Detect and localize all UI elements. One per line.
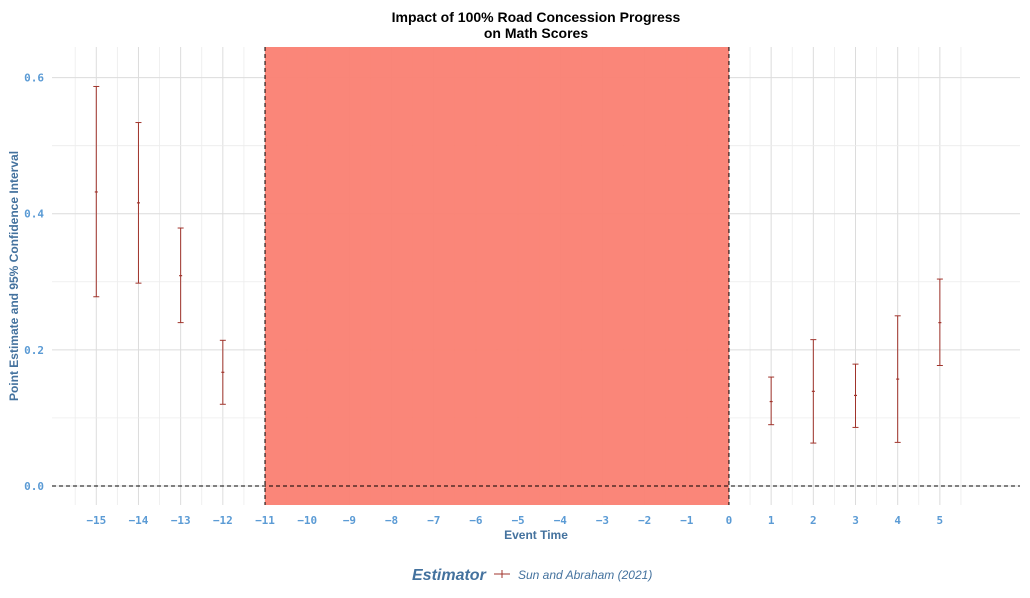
x-tick-label: −7 bbox=[427, 514, 440, 527]
legend: Estimator Sun and Abraham (2021) bbox=[412, 567, 652, 584]
x-tick-label: −15 bbox=[86, 514, 106, 527]
error-bar bbox=[936, 278, 943, 366]
x-tick-label: −13 bbox=[171, 514, 191, 527]
error-bar bbox=[768, 376, 775, 426]
x-tick-label: −5 bbox=[511, 514, 524, 527]
legend-key bbox=[494, 570, 510, 578]
x-axis-label: Event Time bbox=[504, 528, 568, 542]
x-tick-label: −1 bbox=[680, 514, 694, 527]
y-tick-label: 0.0 bbox=[24, 480, 44, 493]
shaded-region-boundaries bbox=[264, 47, 730, 505]
y-tick-label: 0.2 bbox=[24, 344, 44, 357]
x-tick-label: 3 bbox=[852, 514, 859, 527]
x-tick-label: 4 bbox=[894, 514, 901, 527]
legend-label: Sun and Abraham (2021) bbox=[518, 568, 652, 582]
x-tick-label: −6 bbox=[469, 514, 483, 527]
chart-title-line-1: Impact of 100% Road Concession Progress bbox=[392, 9, 681, 25]
error-bar bbox=[810, 339, 817, 444]
x-tick-label: −4 bbox=[554, 514, 568, 527]
error-bar bbox=[219, 339, 226, 405]
error-bars bbox=[93, 85, 943, 444]
error-bar bbox=[852, 363, 859, 428]
x-tick-labels: −15 −14 −13 −12 −11 −10 −9 −8 −7 −6 −5 −4 −3 −2 −1 0 1 2 3… bbox=[86, 514, 943, 527]
legend-title: Estimator bbox=[412, 567, 487, 584]
x-tick-label: −2 bbox=[638, 514, 651, 527]
chart-title-line-2: on Math Scores bbox=[484, 25, 588, 41]
x-tick-label: −9 bbox=[343, 514, 356, 527]
x-tick-label: −14 bbox=[129, 514, 149, 527]
y-tick-label: 0.4 bbox=[24, 208, 44, 221]
x-tick-label: −12 bbox=[213, 514, 233, 527]
error-bar bbox=[93, 85, 100, 298]
error-bar bbox=[135, 122, 142, 284]
x-tick-label: −10 bbox=[297, 514, 317, 527]
y-axis-label: Point Estimate and 95% Confidence Interv… bbox=[7, 151, 21, 401]
y-tick-labels: 0.0 0.2 0.4 0.6 bbox=[24, 72, 44, 493]
x-tick-label: −3 bbox=[596, 514, 609, 527]
x-tick-label: −11 bbox=[255, 514, 275, 527]
x-tick-label: −8 bbox=[385, 514, 398, 527]
y-tick-label: 0.6 bbox=[24, 72, 44, 85]
error-bar bbox=[894, 315, 901, 443]
x-tick-label: 0 bbox=[726, 514, 733, 527]
x-tick-label: 5 bbox=[937, 514, 944, 527]
x-tick-label: 2 bbox=[810, 514, 817, 527]
shaded-region bbox=[265, 47, 729, 505]
x-tick-label: 1 bbox=[768, 514, 775, 527]
error-bar bbox=[177, 227, 184, 324]
